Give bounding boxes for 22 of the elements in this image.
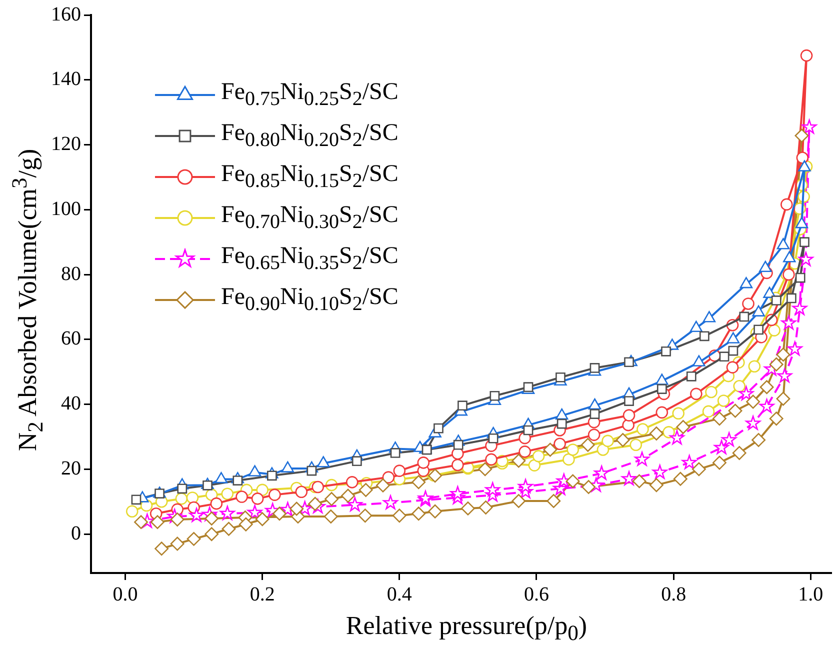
x-tick-label: 0.8 [661, 583, 686, 606]
x-tick-label: 0.2 [250, 583, 275, 606]
y-tick-label: 60 [61, 328, 81, 350]
legend-label: Fe$_{0.75}$Ni$_{0.25}$S$_{2}$/SC [221, 78, 398, 110]
x-tick-label: 0.0 [112, 583, 138, 606]
x-tick-label: 0.6 [524, 583, 549, 606]
legend-label: Fe$_{0.90}$Ni$_{0.10}$S$_{2}$/SC [221, 284, 398, 316]
legend-label: Fe$_{0.65}$Ni$_{0.35}$S$_{2}$/SC [221, 242, 398, 274]
y-tick-label: 100 [51, 198, 81, 220]
y-tick-label: 120 [51, 133, 81, 156]
x-tick-label: 0.4 [386, 583, 412, 606]
x-axis-title: Relative pressure(p/p$_{0}$) [344, 610, 588, 646]
y-tick-label: 160 [51, 3, 81, 26]
y-tick-label: 80 [61, 262, 81, 285]
y-tick-label: 20 [61, 457, 81, 480]
legend-label: Fe$_{0.85}$Ni$_{0.15}$S$_{2}$/SC [221, 160, 398, 192]
y-tick-label: 0 [71, 522, 81, 544]
legend-label: Fe$_{0.80}$Ni$_{0.20}$S$_{2}$/SC [221, 120, 398, 152]
legend-label: Fe$_{0.70}$Ni$_{0.30}$S$_{2}$/SC [221, 202, 398, 234]
y-tick-label: 140 [51, 68, 81, 90]
y-tick-label: 40 [61, 392, 81, 415]
x-tick-label: 1.0 [798, 583, 824, 606]
